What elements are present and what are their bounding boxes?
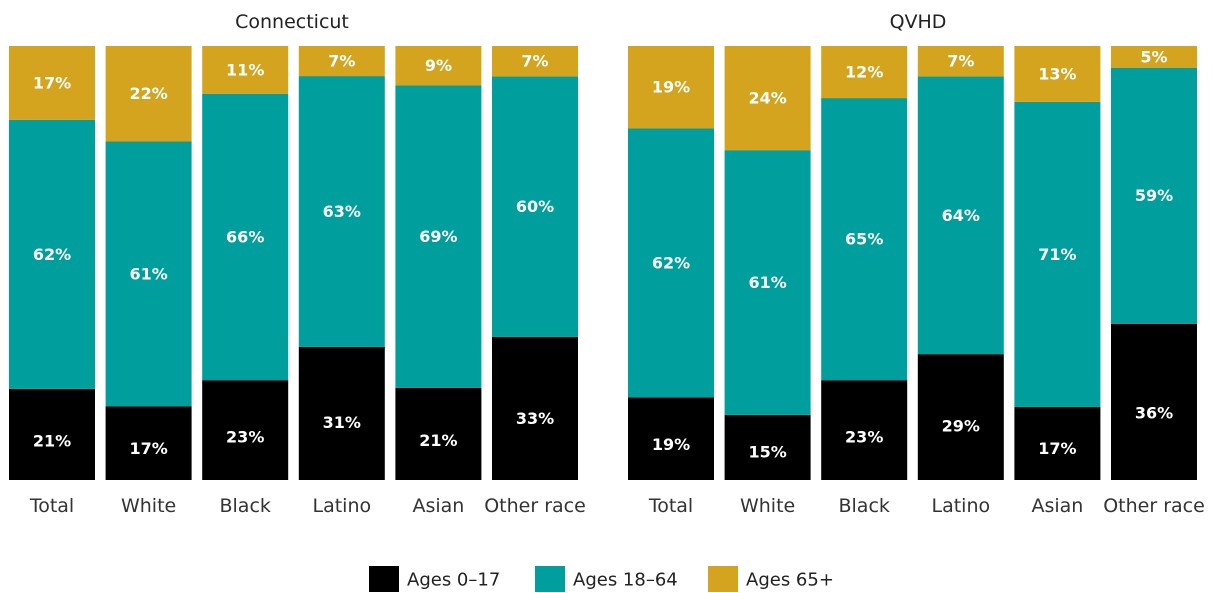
category-label: White: [121, 495, 176, 517]
bar-segment-ages-65-plus: [917, 46, 1004, 77]
bar-segment-ages-18-64: [105, 141, 192, 407]
data-label: 17%: [33, 73, 71, 92]
legend-swatch-ages-18-64: [535, 566, 565, 592]
bar-segment-ages-18-64: [1014, 101, 1101, 407]
chart-panel-qvhd: QVHD 19% 62% 19% Total 15% 61% 24% White 23% 65% 12…: [628, 11, 1205, 517]
data-label: 65%: [845, 230, 883, 249]
category-label: White: [740, 495, 795, 517]
data-label: 64%: [942, 206, 980, 225]
bar-segment-ages-0-17: [724, 414, 811, 480]
data-label: 23%: [226, 428, 264, 447]
legend-label-ages-65-plus: Ages 65+: [746, 570, 834, 591]
data-label: 9%: [425, 56, 452, 75]
bar-segment-ages-65-plus: [821, 46, 908, 99]
data-label: 36%: [1135, 403, 1173, 422]
data-label: 19%: [652, 78, 690, 97]
category-label: Black: [838, 495, 889, 517]
data-label: 66%: [226, 227, 264, 246]
data-label: 7%: [947, 52, 974, 71]
bar-segment-ages-0-17: [395, 387, 482, 480]
data-label: 11%: [226, 60, 264, 79]
bar-segment-ages-0-17: [628, 397, 714, 480]
bar-segment-ages-65-plus: [492, 46, 578, 77]
bar-segment-ages-65-plus: [395, 46, 482, 86]
data-label: 21%: [419, 431, 457, 450]
legend-swatch-ages-0-17: [369, 566, 399, 592]
bar-segment-ages-0-17: [821, 380, 908, 480]
legend-label-ages-18-64: Ages 18–64: [573, 570, 678, 591]
bar-segment-ages-18-64: [492, 76, 578, 337]
chart-panels: Connecticut 21% 62% 17% Total 17% 61% 22% White 2…: [9, 11, 1205, 517]
bar-segment-ages-18-64: [821, 98, 908, 381]
bar-segment-ages-65-plus: [1014, 46, 1101, 102]
data-label: 7%: [328, 52, 355, 71]
bar-segment-ages-65-plus: [1111, 46, 1197, 68]
bar-segment-ages-18-64: [395, 85, 482, 388]
data-label: 24%: [748, 89, 786, 108]
data-label: 13%: [1038, 64, 1076, 83]
data-label: 69%: [419, 227, 457, 246]
legend-swatch-ages-65-plus: [708, 566, 738, 592]
data-label: 71%: [1038, 245, 1076, 264]
bar-segment-ages-65-plus: [628, 46, 714, 129]
legend: Ages 0–17 Ages 18–64 Ages 65+: [369, 566, 834, 592]
bar-segment-ages-18-64: [202, 93, 289, 381]
panel-title: QVHD: [890, 11, 947, 33]
category-label: Asian: [1031, 495, 1083, 517]
bar-segment-ages-65-plus: [105, 46, 192, 142]
data-label: 62%: [652, 254, 690, 273]
bar-segment-ages-18-64: [724, 150, 811, 415]
bar-segment-ages-65-plus: [724, 46, 811, 151]
data-label: 17%: [1038, 439, 1076, 458]
data-label: 29%: [942, 416, 980, 435]
data-label: 21%: [33, 431, 71, 450]
bar-segment-ages-0-17: [202, 380, 289, 480]
bar-segment-ages-65-plus: [202, 46, 289, 94]
category-label: Latino: [312, 495, 371, 517]
data-label: 22%: [129, 84, 167, 103]
bar-segment-ages-0-17: [917, 354, 1004, 480]
data-label: 17%: [129, 439, 167, 458]
data-label: 33%: [516, 409, 554, 428]
data-label: 62%: [33, 245, 71, 264]
bar-segment-ages-18-64: [9, 119, 95, 389]
bar-segment-ages-65-plus: [9, 46, 95, 120]
data-label: 5%: [1140, 47, 1167, 66]
category-label: Other race: [484, 495, 586, 517]
data-label: 7%: [521, 52, 548, 71]
bar-segment-ages-18-64: [917, 76, 1004, 355]
bar-segment-ages-0-17: [105, 406, 192, 480]
bar-segment-ages-65-plus: [298, 46, 385, 77]
bar-segment-ages-18-64: [628, 128, 714, 398]
data-label: 60%: [516, 197, 554, 216]
data-label: 63%: [323, 202, 361, 221]
category-label: Black: [219, 495, 270, 517]
chart-panel-connecticut: Connecticut 21% 62% 17% Total 17% 61% 22% White 2…: [9, 11, 586, 517]
data-label: 61%: [748, 273, 786, 292]
bar-segment-ages-0-17: [492, 336, 578, 480]
data-label: 19%: [652, 435, 690, 454]
data-label: 61%: [129, 264, 167, 283]
data-label: 31%: [323, 413, 361, 432]
bar-segment-ages-0-17: [9, 388, 95, 480]
bar-segment-ages-0-17: [1014, 406, 1101, 480]
bar-segment-ages-0-17: [298, 346, 385, 480]
bar-segment-ages-18-64: [1111, 67, 1197, 324]
data-label: 12%: [845, 63, 883, 82]
panel-title: Connecticut: [235, 11, 349, 33]
data-label: 23%: [845, 428, 883, 447]
category-label: Asian: [412, 495, 464, 517]
category-label: Total: [648, 495, 693, 517]
category-label: Latino: [931, 495, 990, 517]
category-label: Total: [29, 495, 74, 517]
category-label: Other race: [1103, 495, 1205, 517]
data-label: 59%: [1135, 186, 1173, 205]
data-label: 15%: [748, 443, 786, 462]
legend-label-ages-0-17: Ages 0–17: [407, 570, 500, 591]
bar-segment-ages-0-17: [1111, 323, 1197, 480]
bar-segment-ages-18-64: [298, 76, 385, 347]
